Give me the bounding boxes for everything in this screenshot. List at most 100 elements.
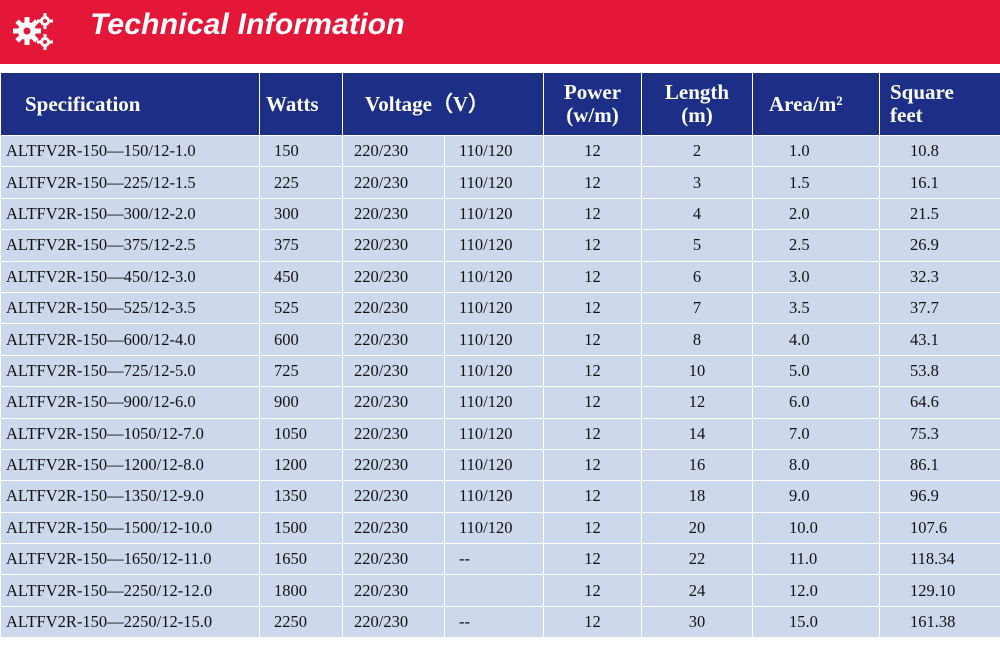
cell-length: 20 — [641, 511, 753, 545]
cell-specification: ALTFV2R-150—725/12-5.0 — [0, 354, 260, 388]
cell-specification: ALTFV2R-150—1500/12-10.0 — [0, 511, 260, 545]
cell-voltage-primary: 220/230 — [342, 323, 445, 356]
cell-voltage-primary: 220/230 — [342, 134, 445, 168]
cell-voltage-secondary — [444, 574, 544, 607]
cell-voltage-secondary: 110/120 — [444, 260, 544, 293]
cell-length: 10 — [641, 354, 753, 388]
cell-voltage-secondary: 110/120 — [444, 354, 544, 388]
cell-voltage-secondary: 110/120 — [444, 166, 544, 199]
cell-square-feet: 107.6 — [879, 511, 1000, 545]
cell-voltage-secondary: 110/120 — [444, 229, 544, 262]
cell-power: 12 — [543, 260, 642, 293]
cell-length: 12 — [641, 386, 753, 419]
table-row: ALTFV2R-150—1050/12-7.0 1050 220/230 110/12… — [0, 417, 1000, 450]
cell-area: 5.0 — [752, 354, 880, 388]
cell-watts: 1350 — [259, 480, 343, 513]
cell-voltage-primary: 220/230 — [342, 197, 445, 231]
cell-specification: ALTFV2R-150—375/12-2.5 — [0, 229, 260, 262]
column-header-specification: Specification — [0, 72, 260, 136]
cell-watts: 900 — [259, 386, 343, 419]
cell-voltage-primary: 220/230 — [342, 229, 445, 262]
cell-specification: ALTFV2R-150—450/12-3.0 — [0, 260, 260, 293]
cell-power: 12 — [543, 574, 642, 607]
cell-voltage-primary: 220/230 — [342, 386, 445, 419]
cell-square-feet: 96.9 — [879, 480, 1000, 513]
cell-specification: ALTFV2R-150—600/12-4.0 — [0, 323, 260, 356]
cell-voltage-primary: 220/230 — [342, 291, 445, 325]
cell-voltage-secondary: 110/120 — [444, 134, 544, 168]
cell-length: 30 — [641, 605, 753, 639]
cell-voltage-primary: 220/230 — [342, 448, 445, 482]
cell-specification: ALTFV2R-150—300/12-2.0 — [0, 197, 260, 231]
cell-watts: 525 — [259, 291, 343, 325]
cell-voltage-secondary: 110/120 — [444, 197, 544, 231]
table-row: ALTFV2R-150—300/12-2.0 300 220/230 110/120 1… — [0, 197, 1000, 231]
cell-square-feet: 118.34 — [879, 543, 1000, 576]
cell-voltage-secondary: 110/120 — [444, 417, 544, 450]
cell-area: 11.0 — [752, 543, 880, 576]
cell-area: 10.0 — [752, 511, 880, 545]
cell-watts: 725 — [259, 354, 343, 388]
table-row: ALTFV2R-150—525/12-3.5 525 220/230 110/120 1… — [0, 291, 1000, 325]
table-row: ALTFV2R-150—725/12-5.0 725 220/230 110/120 1… — [0, 354, 1000, 388]
cell-power: 12 — [543, 166, 642, 199]
cell-voltage-primary: 220/230 — [342, 574, 445, 607]
cell-power: 12 — [543, 543, 642, 576]
cell-area: 6.0 — [752, 386, 880, 419]
table-row: ALTFV2R-150—1200/12-8.0 1200 220/230 110/12… — [0, 448, 1000, 482]
cell-specification: ALTFV2R-150—1650/12-11.0 — [0, 543, 260, 576]
cell-watts: 1200 — [259, 448, 343, 482]
cell-watts: 225 — [259, 166, 343, 199]
table-row: ALTFV2R-150—1500/12-10.0 1500 220/230 110/1… — [0, 511, 1000, 545]
cell-power: 12 — [543, 448, 642, 482]
table-row: ALTFV2R-150—150/12-1.0 150 220/230 110/120 1… — [0, 134, 1000, 168]
cell-specification: ALTFV2R-150—900/12-6.0 — [0, 386, 260, 419]
cell-square-feet: 10.8 — [879, 134, 1000, 168]
cell-area: 2.0 — [752, 197, 880, 231]
cell-area: 2.5 — [752, 229, 880, 262]
table-row: ALTFV2R-150—600/12-4.0 600 220/230 110/120 1… — [0, 323, 1000, 356]
cell-length: 5 — [641, 229, 753, 262]
cell-length: 8 — [641, 323, 753, 356]
cell-area: 4.0 — [752, 323, 880, 356]
cell-specification: ALTFV2R-150—2250/12-15.0 — [0, 605, 260, 639]
cell-specification: ALTFV2R-150—225/12-1.5 — [0, 166, 260, 199]
cell-voltage-secondary: 110/120 — [444, 480, 544, 513]
cell-specification: ALTFV2R-150—1350/12-9.0 — [0, 480, 260, 513]
cell-square-feet: 75.3 — [879, 417, 1000, 450]
page-title: Technical Information — [90, 8, 405, 41]
table-row: ALTFV2R-150—375/12-2.5 375 220/230 110/120 1… — [0, 229, 1000, 262]
cell-area: 15.0 — [752, 605, 880, 639]
cell-voltage-secondary: 110/120 — [444, 291, 544, 325]
table-row: ALTFV2R-150—1650/12-11.0 1650 220/230 -- 12 2… — [0, 543, 1000, 576]
cell-square-feet: 64.6 — [879, 386, 1000, 419]
cell-voltage-primary: 220/230 — [342, 543, 445, 576]
cell-power: 12 — [543, 511, 642, 545]
cell-voltage-primary: 220/230 — [342, 354, 445, 388]
cell-power: 12 — [543, 197, 642, 231]
cell-area: 12.0 — [752, 574, 880, 607]
cell-length: 7 — [641, 291, 753, 325]
cell-square-feet: 26.9 — [879, 229, 1000, 262]
cell-square-feet: 21.5 — [879, 197, 1000, 231]
cell-watts: 1500 — [259, 511, 343, 545]
cell-square-feet: 129.10 — [879, 574, 1000, 607]
cell-area: 3.0 — [752, 260, 880, 293]
cell-length: 2 — [641, 134, 753, 168]
cell-power: 12 — [543, 605, 642, 639]
divider — [0, 64, 1000, 72]
cell-voltage-primary: 220/230 — [342, 511, 445, 545]
cell-watts: 1800 — [259, 574, 343, 607]
cell-length: 16 — [641, 448, 753, 482]
cell-power: 12 — [543, 480, 642, 513]
cell-length: 18 — [641, 480, 753, 513]
cell-length: 24 — [641, 574, 753, 607]
cell-watts: 600 — [259, 323, 343, 356]
column-header-power-line1: Power — [563, 80, 622, 104]
cell-area: 9.0 — [752, 480, 880, 513]
cell-square-feet: 86.1 — [879, 448, 1000, 482]
gears-icon — [13, 13, 53, 50]
cell-voltage-secondary: 110/120 — [444, 511, 544, 545]
cell-voltage-secondary: -- — [444, 605, 544, 639]
cell-watts: 2250 — [259, 605, 343, 639]
